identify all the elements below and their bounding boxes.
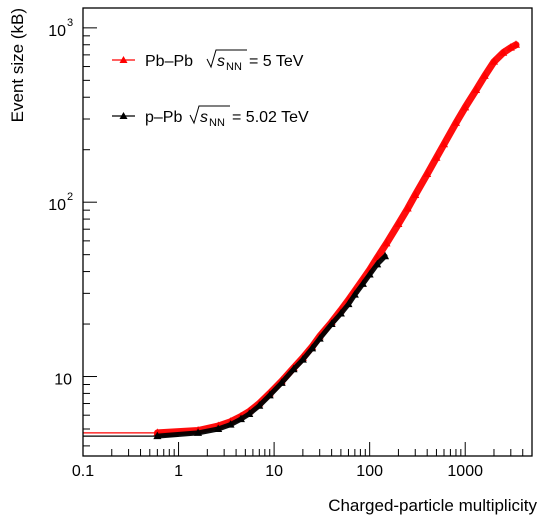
series-1: [83, 251, 390, 440]
series-band: [153, 41, 520, 437]
data-point: [308, 343, 317, 352]
x-tick-label: 0.1: [72, 463, 94, 480]
svg-text:NN: NN: [209, 117, 225, 129]
data-point: [440, 139, 449, 148]
x-tick-label: 1000: [447, 463, 483, 480]
data-point: [382, 238, 391, 247]
svg-text:= 5.02 TeV: = 5.02 TeV: [232, 109, 309, 126]
data-point: [255, 401, 264, 409]
y-tick-base: 10: [48, 23, 66, 40]
x-tick-label: 1: [174, 463, 183, 480]
svg-text:= 5 TeV: = 5 TeV: [249, 53, 304, 70]
legend-name-ppb: p–Pb: [145, 109, 182, 126]
x-tick-label: 10: [265, 463, 283, 480]
data-point: [236, 414, 245, 423]
svg-text:NN: NN: [226, 61, 242, 73]
data-point: [226, 420, 235, 428]
data-point: [499, 48, 508, 56]
sqrt-symbol: s NN: [206, 49, 247, 73]
svg-text:Pb–Pb: Pb–Pb: [145, 53, 193, 70]
data-point: [451, 118, 460, 126]
legend-entry-pbpb: Pb–Pb s NN = 5 TeV: [112, 49, 304, 73]
data-point: [336, 308, 345, 317]
svg-text:s: s: [200, 109, 208, 126]
series-layer: [83, 40, 520, 440]
data-point: [489, 57, 498, 65]
data-point: [506, 43, 515, 51]
data-point: [350, 290, 359, 298]
y-tick-label: 10: [54, 372, 72, 389]
svg-text:p–Pb: p–Pb: [145, 109, 182, 126]
legend-energy-pbpb: = 5 TeV: [249, 53, 304, 70]
data-point: [461, 102, 470, 111]
data-point: [423, 169, 432, 178]
legend-entry-ppb: p–Pb s NN = 5.02 TeV: [112, 105, 309, 129]
series-band: [154, 253, 388, 439]
data-point: [511, 40, 520, 48]
y-axis-title: Event size (kB): [8, 8, 27, 122]
series-0: [83, 40, 520, 437]
y-tick-exponent: 2: [67, 191, 73, 203]
data-point: [194, 428, 203, 436]
data-point: [265, 390, 274, 399]
data-point: [327, 319, 336, 328]
y-tick-base: 10: [54, 372, 72, 389]
legend-sqrt-s: s: [217, 53, 225, 70]
data-point: [432, 153, 441, 161]
x-axis-title: Charged-particle multiplicity: [328, 496, 537, 515]
legend-sqrt-sub: NN: [226, 61, 242, 73]
data-point: [480, 71, 489, 79]
data-point: [277, 378, 286, 386]
sqrt-symbol: s NN: [189, 105, 230, 129]
plot-frame: [82, 7, 533, 457]
legend: Pb–Pb s NN = 5 TeV p–Pb: [112, 49, 309, 129]
legend-sqrt-s: s: [200, 109, 208, 126]
data-point: [472, 85, 481, 94]
data-point: [403, 204, 412, 212]
legend-name-pbpb: Pb–Pb: [145, 53, 193, 70]
data-point: [298, 355, 307, 363]
y-tick-exponent: 3: [67, 17, 73, 29]
y-tick-label: 103: [48, 17, 73, 40]
data-point: [289, 364, 298, 373]
legend-marker-pbpb: [119, 56, 128, 63]
y-tick-base: 10: [48, 197, 66, 214]
y-tick-label: 10 2: [48, 191, 73, 214]
data-point: [358, 279, 367, 287]
data-point: [214, 424, 223, 432]
data-point: [394, 219, 403, 227]
svg-text:s: s: [217, 53, 225, 70]
legend-sqrt-sub: NN: [209, 117, 225, 129]
data-point: [365, 269, 374, 278]
x-tick-label: 100: [356, 463, 383, 480]
data-point: [245, 409, 254, 417]
data-point: [153, 431, 162, 440]
legend-energy-ppb: = 5.02 TeV: [232, 109, 309, 126]
data-point: [381, 251, 390, 260]
data-point: [411, 190, 420, 198]
data-point: [373, 259, 382, 268]
tick-layer: [82, 27, 533, 456]
data-point: [315, 334, 324, 342]
legend-marker-ppb: [119, 112, 128, 119]
data-point: [344, 299, 353, 308]
